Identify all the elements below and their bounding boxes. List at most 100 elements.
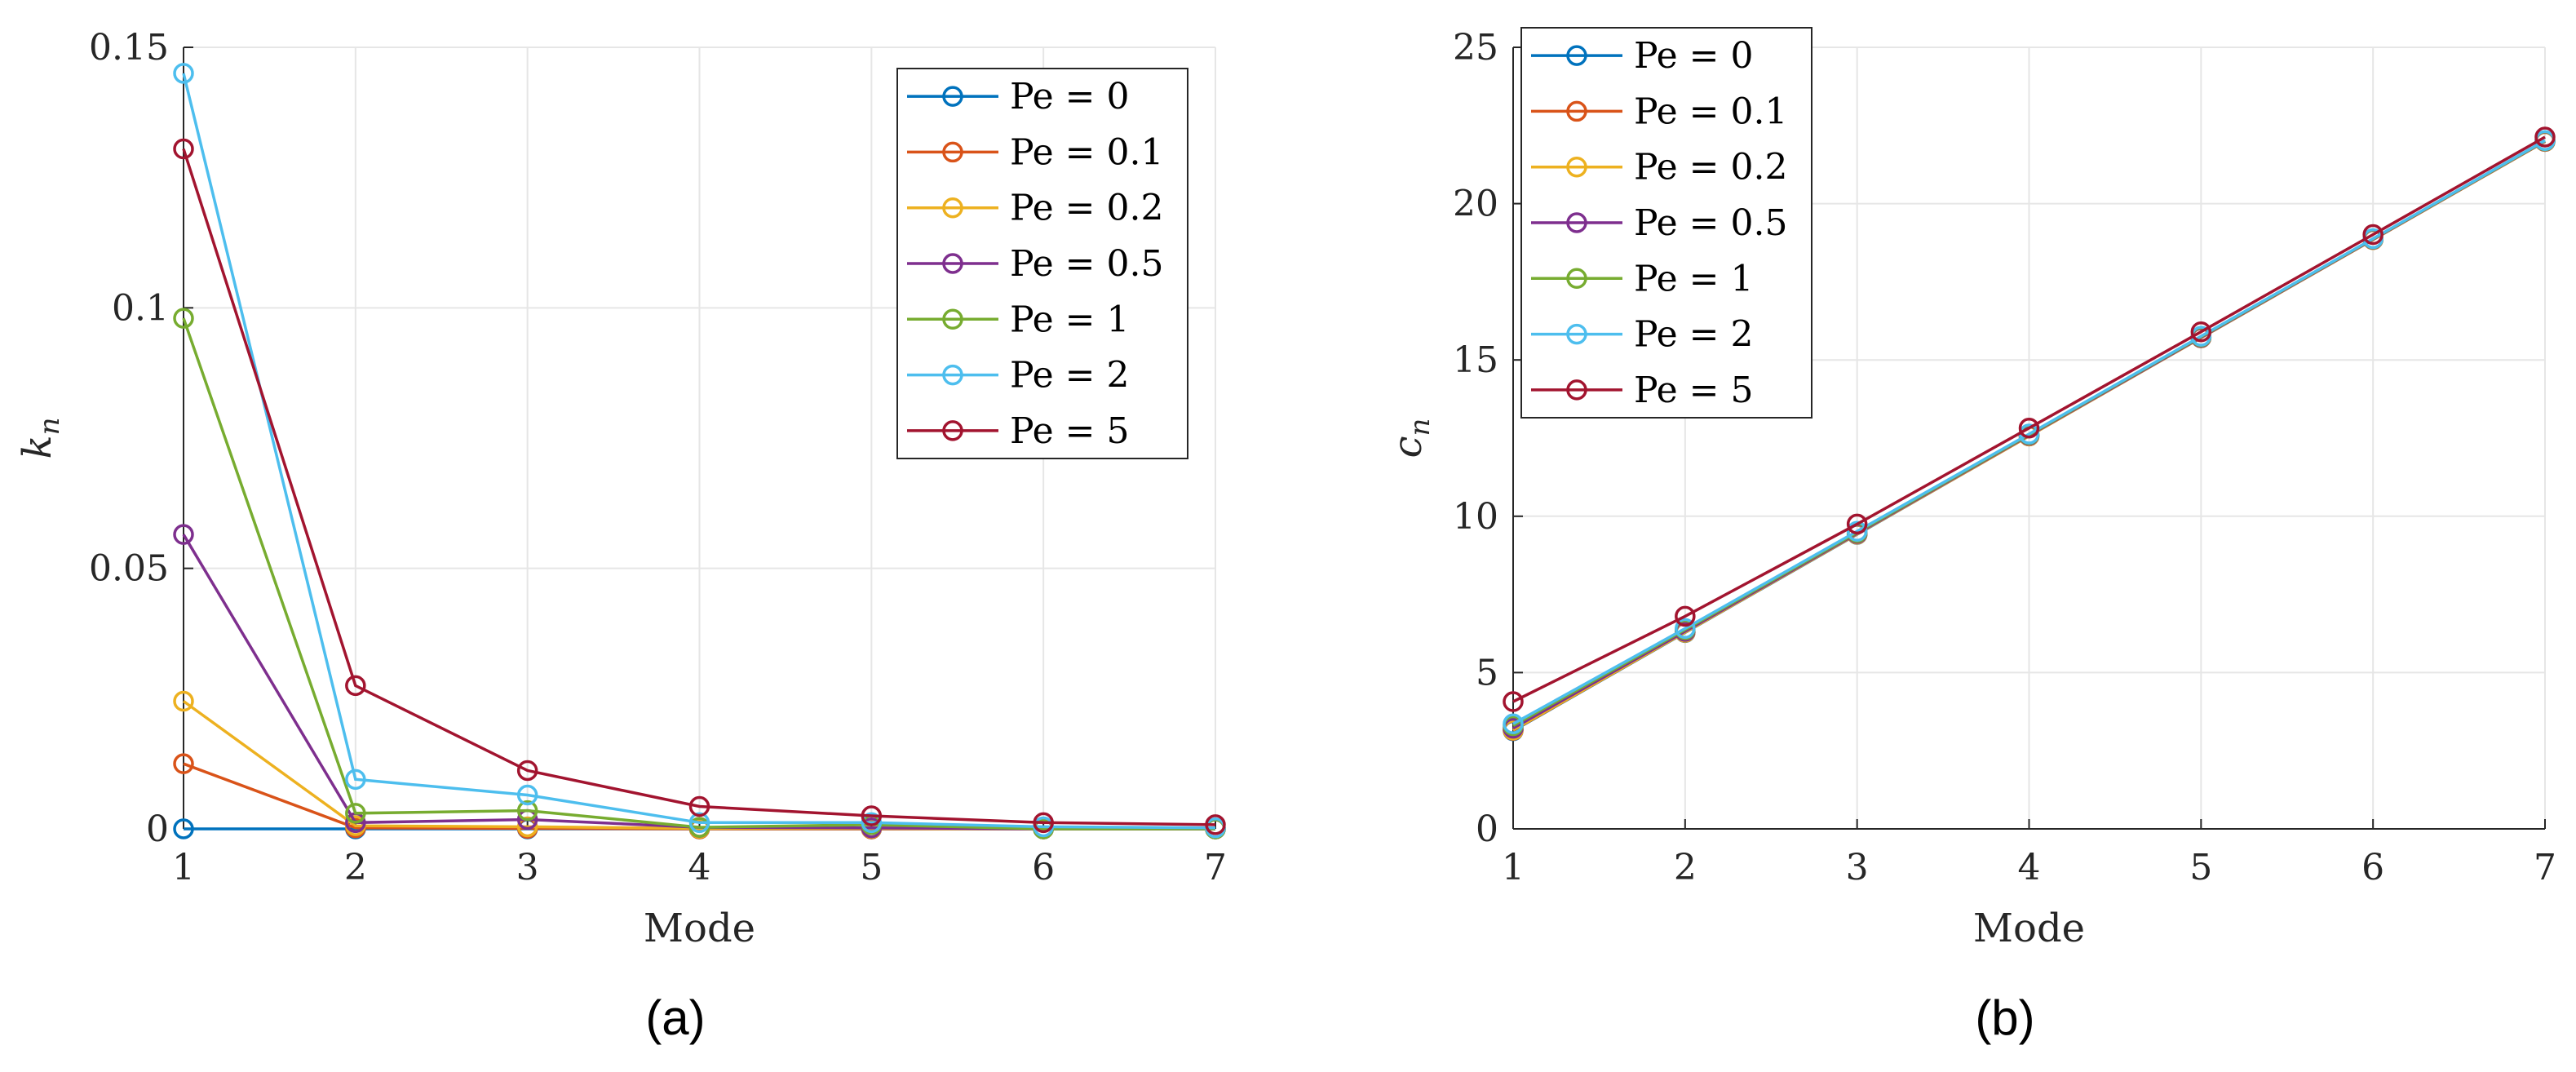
data-point (861, 812, 883, 834)
legend-marker (1566, 268, 1587, 290)
data-point (345, 803, 366, 824)
y-axis-label-var: c (1385, 436, 1431, 458)
x-axis-label: Mode (644, 906, 755, 951)
data-point (345, 675, 366, 697)
data-point (861, 805, 883, 826)
x-tick-label: 6 (2361, 847, 2384, 888)
y-tick-label: 25 (1453, 27, 1498, 69)
legend: Pe = 0 Pe = 0.1 Pe = 0.2 Pe = 0.5 Pe = 1 Pe =… (1520, 27, 1812, 419)
legend-marker (942, 420, 963, 441)
y-tick-label: 0.05 (89, 548, 169, 590)
series-6 (1503, 126, 2556, 712)
y-axis-label: kn (15, 418, 66, 459)
legend-entry: Pe = 0.5 (1010, 243, 1163, 285)
legend-entry: Pe = 0.2 (1010, 188, 1163, 229)
legend-entry: Pe = 0.2 (1634, 147, 1787, 188)
legend-entry: Pe = 0.1 (1010, 131, 1163, 173)
legend: Pe = 0 Pe = 0.1 Pe = 0.2 Pe = 0.5 Pe = 1 Pe =… (896, 68, 1188, 459)
legend-marker (942, 253, 963, 274)
legend-marker (1566, 212, 1587, 233)
x-tick-label: 1 (172, 847, 195, 888)
series-line (182, 148, 1216, 826)
legend-entry: Pe = 1 (1010, 299, 1130, 340)
data-point (173, 753, 194, 774)
data-point (516, 800, 538, 822)
data-point (1846, 513, 1868, 535)
data-point (345, 769, 366, 791)
x-tick-label: 7 (2534, 847, 2556, 888)
legend-marker (942, 141, 963, 163)
series-6 (173, 138, 1226, 835)
legend-marker (1566, 156, 1587, 178)
data-point (1503, 713, 1524, 734)
x-tick-label: 1 (1502, 847, 1525, 888)
data-point (516, 816, 538, 838)
data-point (516, 784, 538, 806)
series-5 (1503, 130, 2556, 734)
data-point (2362, 224, 2383, 246)
legend-entry: Pe = 0 (1010, 76, 1130, 117)
y-tick-label: 10 (1453, 496, 1498, 538)
legend-marker (942, 364, 963, 386)
legend-entry: Pe = 0.1 (1634, 91, 1787, 132)
series-line (1512, 139, 2546, 725)
legend-marker (942, 197, 963, 219)
legend-entry: Pe = 5 (1010, 410, 1130, 452)
data-point (1675, 605, 1696, 627)
series-line (182, 73, 1216, 830)
y-axis-label-var: k (15, 435, 60, 458)
legend-marker (1566, 379, 1587, 401)
data-point (173, 818, 194, 839)
legend-marker (1566, 323, 1587, 345)
legend-marker (1566, 100, 1587, 122)
series-line (182, 317, 1215, 831)
x-tick-label: 2 (344, 847, 367, 888)
panel-label: (a) (645, 990, 705, 1045)
x-tick-label: 3 (516, 847, 539, 888)
data-point (173, 690, 194, 712)
legend-marker (942, 308, 963, 330)
data-point (2018, 417, 2040, 439)
data-point (1503, 691, 1524, 712)
y-tick-label: 0 (146, 808, 169, 850)
y-axis-label-sub: n (33, 418, 66, 436)
y-tick-label: 0 (1476, 808, 1498, 850)
y-tick-label: 20 (1453, 184, 1498, 225)
legend-entry: Pe = 2 (1010, 355, 1130, 396)
legend-marker (942, 86, 963, 107)
data-point (516, 760, 538, 782)
data-point (1205, 814, 1226, 835)
data-point (173, 63, 194, 84)
y-axis-label-sub: n (1404, 419, 1436, 436)
x-axis-label: Mode (1973, 906, 2085, 951)
series-line (1512, 135, 2546, 703)
x-tick-label: 4 (2018, 847, 2041, 888)
y-tick-label: 15 (1453, 339, 1498, 381)
data-point (1033, 812, 1054, 834)
legend-entry: Pe = 5 (1634, 370, 1754, 411)
legend-entry: Pe = 1 (1634, 258, 1754, 299)
y-tick-label: 0.15 (89, 27, 169, 69)
x-tick-label: 4 (688, 847, 711, 888)
legend-entry: Pe = 2 (1634, 314, 1754, 356)
legend-entry: Pe = 0.5 (1634, 202, 1787, 244)
y-tick-label: 5 (1476, 652, 1498, 693)
data-point (173, 308, 194, 329)
legend-box (896, 68, 1188, 459)
x-tick-label: 6 (1032, 847, 1055, 888)
legend-marker (1566, 45, 1587, 66)
series-4 (173, 308, 1226, 839)
legend-entry: Pe = 0 (1634, 35, 1754, 77)
x-tick-label: 2 (1674, 847, 1697, 888)
data-point (1846, 520, 1868, 542)
y-tick-label: 0.1 (112, 287, 169, 329)
x-tick-label: 3 (1846, 847, 1869, 888)
x-tick-label: 5 (860, 847, 883, 888)
data-point (688, 812, 710, 834)
panel-label: (b) (1975, 990, 2034, 1045)
x-tick-label: 5 (2189, 847, 2212, 888)
data-point (2534, 126, 2556, 148)
x-tick-label: 7 (1204, 847, 1227, 888)
